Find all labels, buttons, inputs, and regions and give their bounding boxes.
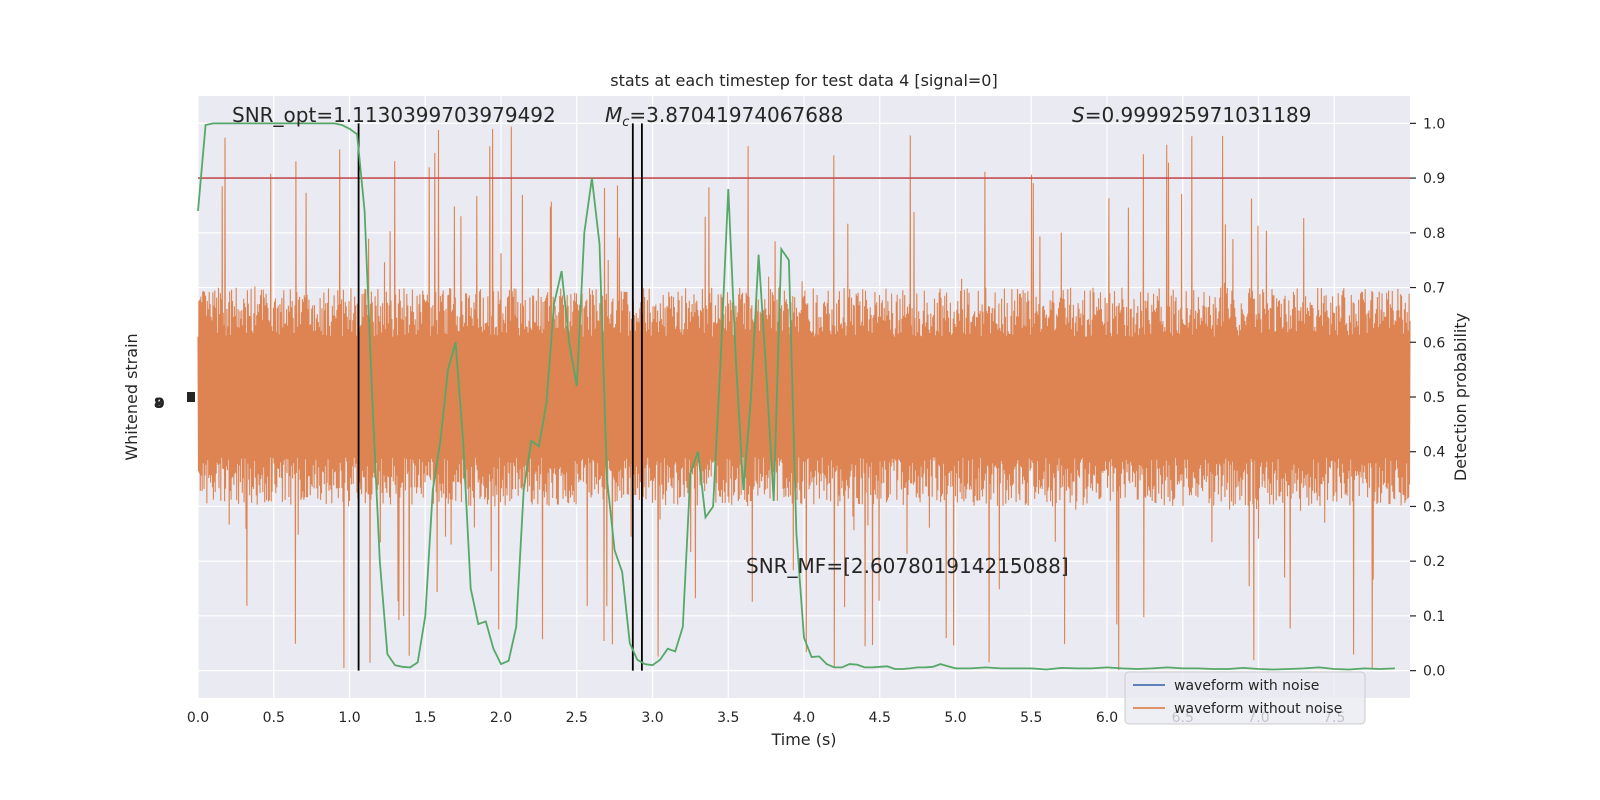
x-tick-label: 2.0 xyxy=(490,710,512,726)
annotation-s: S=0.999925971031189 xyxy=(1072,103,1311,127)
x-tick-label: 1.5 xyxy=(414,710,436,726)
x-tick-label: 6.0 xyxy=(1096,710,1118,726)
x-tick-label: 5.0 xyxy=(944,710,966,726)
annotation-snr-mf: SNR_MF=[2.607801914215088] xyxy=(746,554,1069,578)
x-tick-label: 1.0 xyxy=(338,710,360,726)
right-axis-label: Detection probability xyxy=(1451,313,1470,481)
x-tick-label: 3.5 xyxy=(717,710,739,726)
y-tick-label: 0.7 xyxy=(1423,281,1445,297)
x-tick-label: 4.5 xyxy=(869,710,891,726)
chart-title: stats at each timestep for test data 4 [… xyxy=(610,71,997,90)
y-tick-label: 0.5 xyxy=(1423,390,1445,406)
left-axis-tick-mark xyxy=(187,392,195,402)
annotation-mc: Mc=3.87041974067688 xyxy=(605,103,843,130)
right-axis-ticks: 0.0 0.1 0.2 0.3 0.4 0.5 0.6 0.7 0.8 0.9 1.0 xyxy=(1410,116,1445,680)
y-tick-label: 0.0 xyxy=(1423,664,1445,680)
series-detection-probability xyxy=(197,122,1395,671)
annotation-snr-opt: SNR_opt=1.1130399703979492 xyxy=(232,103,556,127)
legend-box xyxy=(1124,671,1366,725)
x-tick-label: 5.5 xyxy=(1020,710,1042,726)
x-tick-label: 0.5 xyxy=(263,710,285,726)
x-tick-label: 3.0 xyxy=(641,710,663,726)
y-tick-label: 0.3 xyxy=(1423,499,1445,515)
legend-label-without-noise: waveform without noise xyxy=(1174,701,1342,717)
y-tick-label: 0.6 xyxy=(1423,335,1445,351)
series-waveform-without-noise xyxy=(197,126,1411,671)
y-tick-label: 0.1 xyxy=(1423,609,1445,625)
y-tick-label: 0.4 xyxy=(1423,445,1445,461)
left-axis-label: Whitened strain xyxy=(122,333,141,460)
x-tick-label: 0.0 xyxy=(187,710,209,726)
y-tick-label: 0.9 xyxy=(1423,171,1445,187)
strain-core-band xyxy=(198,336,1410,458)
x-axis-label: Time (s) xyxy=(770,730,836,749)
y-tick-label: 0.8 xyxy=(1423,226,1445,242)
x-tick-label: 2.5 xyxy=(566,710,588,726)
legend: waveform with noise waveform without noi… xyxy=(1124,671,1366,725)
y-tick-label: 1.0 xyxy=(1423,116,1445,132)
x-tick-label: 4.0 xyxy=(793,710,815,726)
y-tick-label: 0.2 xyxy=(1423,554,1445,570)
vertical-marker-lines xyxy=(357,123,643,671)
probability-line xyxy=(197,122,1395,671)
legend-label-with-noise: waveform with noise xyxy=(1174,678,1319,694)
